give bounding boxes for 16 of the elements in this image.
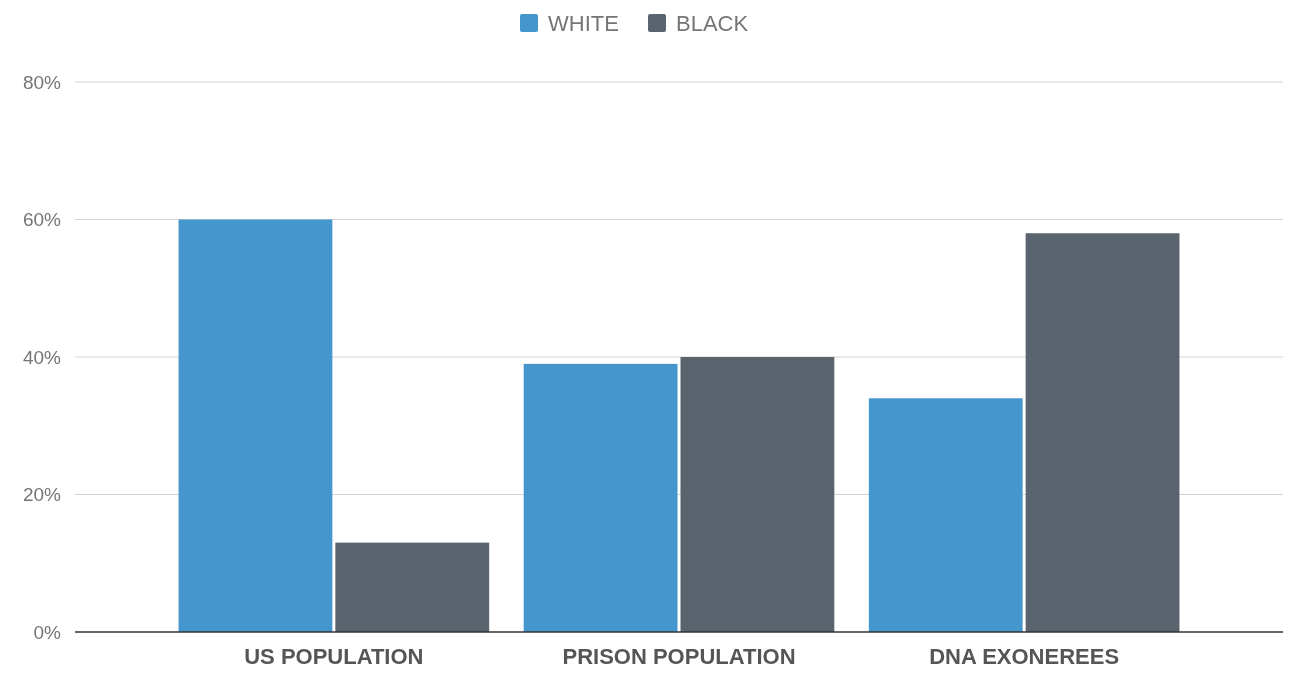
bar bbox=[335, 542, 490, 632]
bar bbox=[523, 363, 678, 632]
x-tick-label: PRISON POPULATION bbox=[562, 644, 796, 669]
x-tick-label: DNA EXONEREES bbox=[929, 644, 1120, 669]
legend-label: BLACK bbox=[676, 10, 749, 36]
bar bbox=[178, 219, 333, 632]
bar bbox=[1025, 233, 1180, 632]
legend-label: WHITE bbox=[548, 10, 619, 36]
x-tick-label: US POPULATION bbox=[244, 644, 424, 669]
bar bbox=[680, 357, 835, 632]
y-tick-label: 0% bbox=[33, 621, 62, 643]
y-tick-label: 80% bbox=[22, 71, 62, 93]
bar bbox=[868, 398, 1023, 632]
y-tick-label: 20% bbox=[22, 484, 62, 506]
y-tick-label: 60% bbox=[22, 209, 62, 231]
y-tick-label: 40% bbox=[22, 346, 62, 368]
